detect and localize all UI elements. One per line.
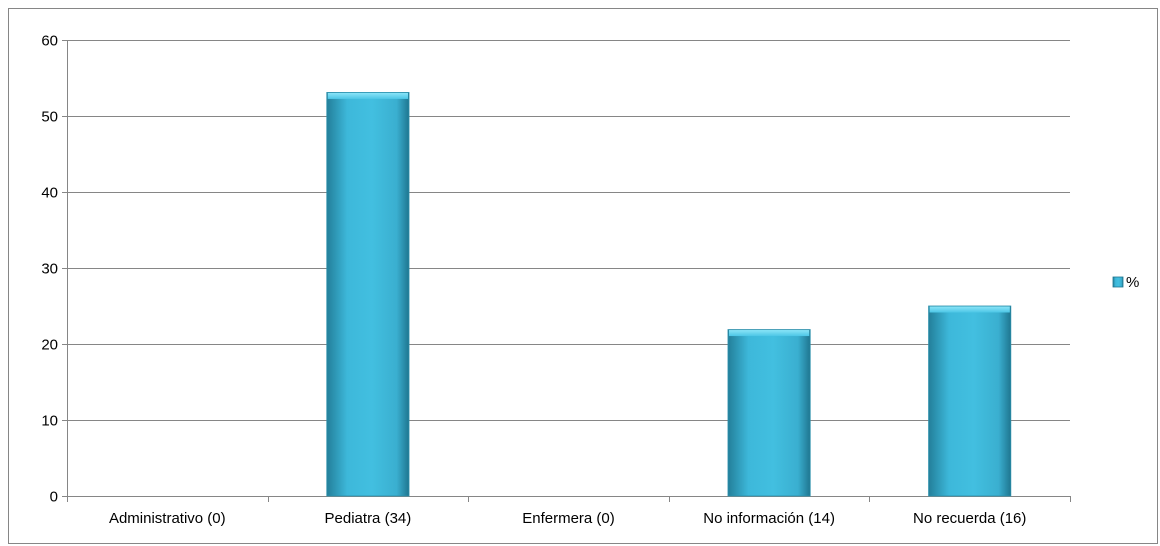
- y-tick-label: 30: [41, 261, 58, 278]
- legend-swatch: [1112, 276, 1124, 288]
- gridlines: [67, 40, 1070, 421]
- y-tick-label: 20: [41, 337, 58, 354]
- bar: [727, 329, 811, 497]
- y-tick-label: 10: [41, 413, 58, 430]
- bar: [928, 305, 1012, 497]
- x-category-label: Pediatra (34): [325, 510, 412, 527]
- x-category-label: Enfermera (0): [522, 510, 615, 527]
- x-category-label: No recuerda (16): [913, 510, 1026, 527]
- bars: [326, 92, 1012, 497]
- y-tick-label: 60: [41, 33, 58, 50]
- x-category-label: No información (14): [703, 510, 835, 527]
- axes: [62, 40, 1071, 502]
- y-tick-label: 0: [50, 489, 58, 506]
- legend: %: [1112, 274, 1139, 291]
- bar: [326, 92, 410, 497]
- y-tick-label: 40: [41, 185, 58, 202]
- x-category-label: Administrativo (0): [109, 510, 226, 527]
- labels: 0 10 20 30 40 50 60 Administrativo (0) Pediatra …: [41, 33, 1026, 528]
- legend-label: %: [1126, 274, 1139, 291]
- y-tick-label: 50: [41, 109, 58, 126]
